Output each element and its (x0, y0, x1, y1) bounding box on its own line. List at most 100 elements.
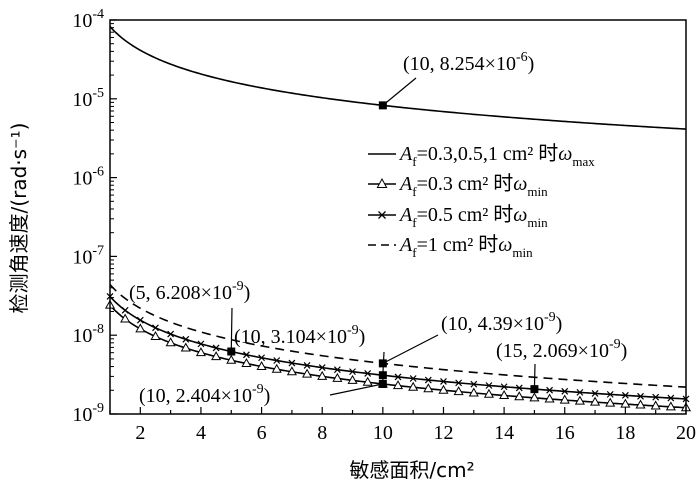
x-marker (152, 324, 159, 332)
triangle-marker (271, 363, 282, 373)
triangle-marker (195, 347, 207, 357)
triangle-marker (241, 357, 252, 368)
triangle-marker (317, 370, 328, 380)
legend-entry-wmin05: Af=0.5 cm² 时ωmin (398, 203, 548, 230)
triangle-marker (408, 381, 419, 391)
triangle-marker (559, 394, 570, 404)
annotation-point (378, 379, 387, 388)
legend-x-marker (378, 211, 386, 219)
x-marker (440, 378, 447, 385)
x-marker (561, 387, 569, 395)
triangle-marker (514, 391, 525, 401)
x-marker (333, 366, 341, 374)
x-marker (258, 354, 266, 362)
triangle-marker (165, 337, 176, 347)
triangle-marker (544, 393, 555, 403)
x-marker (242, 351, 250, 359)
x-marker (136, 316, 144, 324)
series-line-wmax (109, 26, 687, 130)
annotation-point (378, 101, 387, 110)
triangle-marker (635, 399, 646, 409)
x-tick-label: 6 (257, 422, 267, 444)
x-marker (364, 370, 372, 377)
x-marker (121, 306, 129, 314)
triangle-marker (332, 372, 343, 382)
x-tick-label: 18 (615, 422, 635, 444)
x-marker (409, 375, 417, 382)
triangle-marker (135, 323, 146, 333)
triangle-marker (453, 386, 464, 396)
x-tick-label: 12 (433, 422, 453, 444)
x-marker (349, 368, 356, 376)
annotations: (10, 8.254×10-6) (5, 6.208×10-9) (10, 3.10… (129, 50, 627, 407)
x-marker (546, 386, 554, 394)
annotation-label: (10, 3.104×10-9) (234, 323, 365, 348)
x-marker (667, 394, 675, 402)
x-marker (470, 380, 478, 388)
x-tick-label: 20 (676, 422, 696, 444)
x-marker (212, 344, 220, 352)
triangle-marker (529, 392, 540, 402)
x-marker (652, 393, 660, 401)
triangle-marker (211, 351, 222, 361)
triangle-marker (438, 384, 449, 394)
triangle-marker (423, 383, 434, 393)
x-marker (394, 373, 402, 381)
x-tick-label: 4 (196, 422, 206, 444)
legend-entry-wmin03: Af=0.3 cm² 时ωmin (398, 172, 548, 199)
x-marker (318, 364, 326, 372)
legend-entry-wmin1: Af=1 cm² 时ωmin (398, 233, 533, 260)
x-marker (455, 379, 463, 387)
triangle-marker (468, 387, 479, 397)
x-marker (500, 383, 508, 391)
y-axis-title: 检测角速度/(rad·s⁻¹) (7, 123, 31, 314)
x-marker (485, 382, 493, 389)
x-marker (515, 384, 523, 392)
triangle-marker (347, 374, 358, 384)
x-tick-label: 10 (373, 422, 393, 444)
annotation-label: (10, 8.254×10-6) (403, 50, 534, 75)
x-marker (424, 376, 432, 384)
annotation-point (530, 385, 539, 394)
triangle-marker (286, 366, 297, 376)
annotation-point (227, 347, 236, 356)
triangle-marker (499, 389, 510, 399)
x-marker (576, 388, 584, 396)
legend: Af=0.3,0.5,1 cm² 时ωmax Af=0.3 cm² 时ωmin Af… (368, 142, 595, 260)
x-tick-label: 2 (135, 422, 145, 444)
y-tick-label: 10-9 (72, 401, 104, 426)
annotation-leader (230, 307, 233, 352)
annotation-leader (382, 77, 417, 106)
x-marker (606, 390, 614, 398)
annotation-label: (10, 4.39×10-9) (441, 310, 562, 335)
legend-triangle-marker (376, 177, 388, 188)
triangle-marker (301, 368, 313, 378)
triangle-marker (392, 380, 404, 390)
x-marker (197, 340, 205, 348)
annotation-leader (533, 363, 536, 390)
triangle-marker (362, 376, 373, 386)
triangle-marker (574, 395, 585, 405)
annotation-point (378, 359, 387, 368)
series-line-wmin1 (109, 284, 687, 388)
x-marker (303, 361, 311, 369)
x-tick-label: 8 (317, 422, 327, 444)
triangle-marker (180, 342, 191, 352)
annotation-label: (15, 2.069×10-9) (496, 337, 627, 362)
y-tick-label: 10-6 (72, 165, 104, 190)
x-marker (288, 359, 296, 367)
x-marker (167, 330, 175, 338)
triangle-marker (256, 360, 267, 371)
tick-labels: 2 4 6 8 10 12 14 16 18 20 10-9 10-8 10-7 10-6 10-5 10-4 (72, 7, 696, 444)
y-tick-label: 10-8 (72, 322, 104, 347)
triangle-marker (120, 313, 131, 323)
triangle-marker (650, 400, 661, 410)
triangle-marker (605, 397, 616, 407)
y-tick-label: 10-7 (72, 243, 104, 268)
triangle-marker (589, 396, 601, 406)
annotation-point (378, 371, 387, 380)
x-axis-title: 敏感面积/cm² (349, 458, 474, 482)
x-marker (637, 392, 644, 400)
y-tick-label: 10-4 (72, 7, 104, 32)
